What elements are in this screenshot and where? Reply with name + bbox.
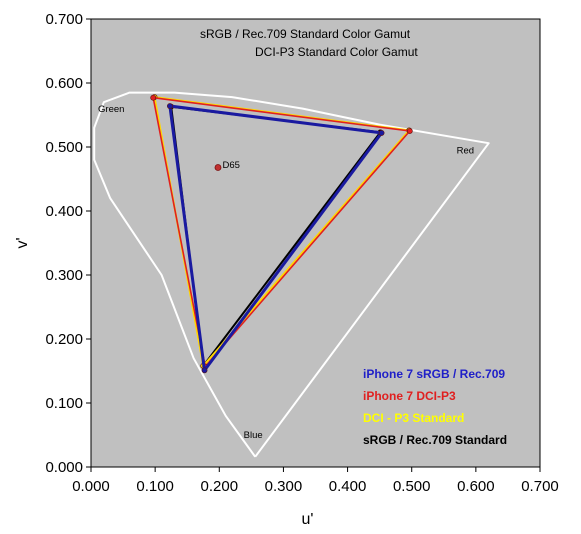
chart-title-line: DCI-P3 Standard Color Gamut [255,45,418,59]
legend: iPhone 7 sRGB / Rec.709 iPhone 7 DCI-P3 DC… [363,367,507,447]
y-tick-label: 0.600 [45,75,83,92]
annotation-label: Red [457,145,474,156]
annotation-label: Green [98,104,124,115]
y-tick-label: 0.700 [45,11,83,28]
gamut-triangle [152,96,411,368]
x-tick-label: 0.500 [393,478,431,495]
y-tick-label: 0.200 [45,331,83,348]
x-tick-label: 0.100 [136,478,174,495]
gamut-primary-point [150,94,157,101]
x-axis-title: u' [302,511,314,528]
chart-title: sRGB / Rec.709 Standard Color Gamut DCI-P… [200,27,418,59]
legend-entry: iPhone 7 DCI-P3 [363,389,456,403]
y-tick-label: 0.100 [45,395,83,412]
x-tick-label: 0.200 [201,478,239,495]
y-axis-title: v' [14,237,31,248]
white-point-marker [214,164,222,171]
gamut-primary-point [166,103,173,109]
legend-entry: iPhone 7 sRGB / Rec.709 [363,367,505,381]
x-tick-label: 0.700 [521,478,559,495]
axes: 0.000 0.100 0.200 0.300 0.400 0.500 0.600 0.700… [14,11,559,528]
y-tick-label: 0.400 [45,203,83,220]
legend-entry: sRGB / Rec.709 Standard [363,433,507,447]
y-tick-label: 0.500 [45,139,83,156]
gamut-primary-point [406,128,413,134]
annotation-label: Blue [244,430,263,441]
legend-entry: DCI - P3 Standard [363,411,464,425]
gamut-triangle [168,104,384,372]
y-tick-label: 0.000 [45,459,83,476]
x-tick-label: 0.400 [329,478,367,495]
gamut-primary-point [201,367,208,374]
x-tick-label: 0.300 [265,478,303,495]
data-marks [93,91,490,458]
annotation-label: D65 [222,160,239,171]
annotations: Green Red Blue D65 [98,104,474,441]
spectral-locus-line [93,91,490,458]
x-tick-label: 0.600 [457,478,495,495]
x-tick-label: 0.000 [72,478,110,495]
gamut-primary-point [378,130,385,136]
plot-area [90,18,541,468]
y-tick-label: 0.300 [45,267,83,284]
chart-title-line: sRGB / Rec.709 Standard Color Gamut [200,27,411,41]
